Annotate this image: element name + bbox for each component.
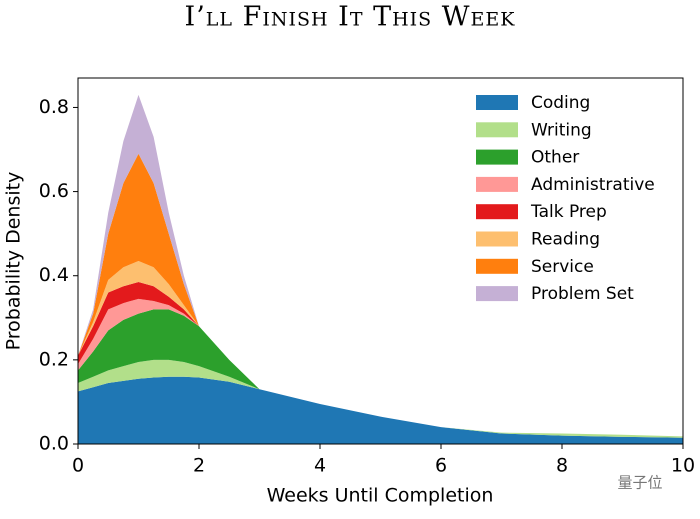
legend-label: Other bbox=[531, 148, 579, 168]
chart-title: I’ll Finish It This Week bbox=[185, 2, 516, 33]
y-tick-label: 0.0 bbox=[39, 433, 69, 455]
legend-label: Administrative bbox=[531, 175, 655, 195]
legend-label: Problem Set bbox=[531, 284, 634, 304]
legend-swatch bbox=[476, 149, 518, 165]
legend-swatch bbox=[476, 122, 518, 138]
area bbox=[78, 359, 683, 438]
area bbox=[78, 376, 683, 444]
y-tick-label: 0.6 bbox=[39, 180, 69, 202]
legend-label: Talk Prep bbox=[530, 202, 607, 222]
legend-swatch bbox=[476, 95, 518, 110]
y-tick-label: 0.8 bbox=[39, 96, 69, 118]
y-axis-label: Probability Density bbox=[3, 172, 25, 351]
x-tick-label: 4 bbox=[314, 455, 326, 477]
area bbox=[78, 282, 683, 437]
x-tick-label: 6 bbox=[435, 455, 447, 477]
area bbox=[78, 153, 683, 437]
plot-frame bbox=[77, 77, 684, 445]
y-tick-label: 0.2 bbox=[39, 348, 69, 370]
area bbox=[78, 309, 683, 437]
legend-swatch bbox=[476, 204, 518, 220]
legend-swatch bbox=[476, 231, 518, 247]
legend-label: Writing bbox=[531, 120, 592, 140]
legend-swatch bbox=[476, 258, 518, 274]
x-tick-label: 8 bbox=[556, 455, 568, 477]
area bbox=[78, 298, 683, 437]
area bbox=[78, 94, 683, 437]
x-tick-label: 2 bbox=[193, 455, 205, 477]
legend-swatch bbox=[476, 286, 518, 302]
x-tick-label: 0 bbox=[72, 455, 84, 477]
x-axis-label: Weeks Until Completion bbox=[267, 485, 494, 507]
x-tick-label: 10 bbox=[671, 455, 695, 477]
legend-swatch bbox=[476, 176, 518, 192]
legend-label: Service bbox=[531, 257, 594, 277]
area bbox=[78, 261, 683, 437]
legend-label: Coding bbox=[531, 93, 590, 113]
y-tick-label: 0.4 bbox=[39, 264, 69, 286]
watermark: 量子位 bbox=[617, 474, 662, 492]
legend-label: Reading bbox=[531, 230, 600, 250]
